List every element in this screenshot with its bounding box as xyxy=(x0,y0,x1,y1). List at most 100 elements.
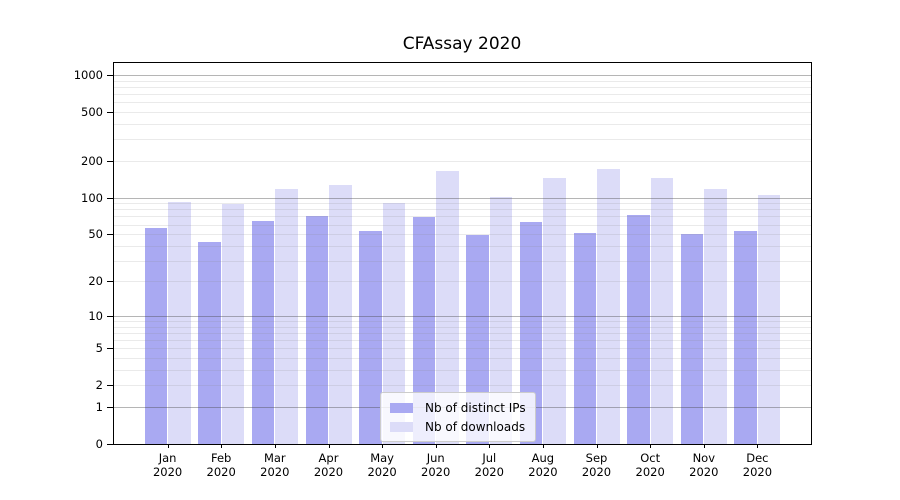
bar-nb-of-distinct-ips-mar xyxy=(251,221,275,444)
x-tick xyxy=(703,444,705,448)
x-tick-label: Feb 2020 xyxy=(206,451,236,479)
x-tick xyxy=(757,444,759,448)
gridline-minor xyxy=(114,203,811,205)
x-tick-label: Jun 2020 xyxy=(421,451,451,479)
gridline-minor xyxy=(114,358,811,360)
bar-nb-of-distinct-ips-feb xyxy=(198,241,221,444)
bar-nb-of-distinct-ips-nov xyxy=(680,234,704,444)
bar-nb-of-downloads-jan xyxy=(168,202,191,444)
legend-label-distinct-ips: Nb of distinct IPs xyxy=(425,400,526,415)
gridline-minor xyxy=(114,224,811,226)
y-tick xyxy=(107,407,113,408)
x-tick xyxy=(221,444,223,448)
gridline-minor xyxy=(114,281,811,283)
y-tick xyxy=(107,316,113,317)
x-tick xyxy=(650,444,652,448)
x-tick xyxy=(435,444,437,448)
bar-nb-of-distinct-ips-dec xyxy=(734,231,757,444)
y-tick-label: 5 xyxy=(95,341,103,356)
y-tick xyxy=(107,75,113,77)
x-tick-label: Oct 2020 xyxy=(635,451,665,479)
legend-item-distinct-ips: Nb of distinct IPs xyxy=(390,398,526,417)
x-tick xyxy=(542,444,544,448)
bar-nb-of-distinct-ips-oct xyxy=(627,214,650,444)
legend: Nb of distinct IPs Nb of downloads xyxy=(380,392,536,442)
gridline-major xyxy=(114,197,811,199)
y-tick-label: 200 xyxy=(81,153,103,168)
gridline-major xyxy=(114,316,811,317)
x-tick xyxy=(596,444,598,448)
x-tick-label: Jul 2020 xyxy=(474,451,504,479)
gridline-minor xyxy=(114,94,811,96)
x-tick xyxy=(489,444,491,448)
gridline-minor xyxy=(114,209,811,211)
y-tick-label: 1000 xyxy=(73,68,103,83)
y-tick-label: 20 xyxy=(88,274,103,289)
y-tick xyxy=(107,234,113,235)
y-tick xyxy=(107,160,113,162)
bar-nb-of-distinct-ips-apr xyxy=(305,216,328,444)
x-tick xyxy=(274,444,276,448)
bar-nb-of-downloads-may xyxy=(382,203,406,444)
gridline-minor xyxy=(114,160,811,162)
bar-nb-of-distinct-ips-jul xyxy=(466,235,489,444)
gridline-minor xyxy=(114,139,811,141)
y-tick-label: 2 xyxy=(95,378,103,393)
y-tick-label: 10 xyxy=(88,309,103,323)
gridline-minor xyxy=(114,102,811,104)
y-tick-label: 0 xyxy=(95,437,103,451)
x-tick-label: Jan 2020 xyxy=(152,451,183,479)
bar-nb-of-downloads-jun xyxy=(436,170,459,444)
gridline-minor xyxy=(114,385,811,387)
y-tick xyxy=(107,348,113,350)
x-tick-label: Mar 2020 xyxy=(260,451,290,479)
x-tick-label: Sep 2020 xyxy=(581,451,612,479)
gridline-minor xyxy=(114,370,811,371)
gridline-minor xyxy=(114,216,811,218)
bar-nb-of-downloads-sep xyxy=(597,168,620,444)
bar-nb-of-distinct-ips-may xyxy=(359,231,382,444)
x-tick-label: May 2020 xyxy=(367,451,397,479)
x-tick xyxy=(328,444,330,448)
plot-area: Nb of distinct IPs Nb of downloads Jan 20… xyxy=(74,62,812,479)
y-tick xyxy=(107,112,113,113)
bar-nb-of-downloads-oct xyxy=(650,177,674,444)
gridline-minor xyxy=(114,340,811,342)
y-tick xyxy=(107,444,113,445)
x-tick xyxy=(167,444,169,448)
y-tick-label: 500 xyxy=(81,105,103,119)
bar-nb-of-downloads-dec xyxy=(757,195,781,444)
legend-item-downloads: Nb of downloads xyxy=(390,417,526,436)
bar-nb-of-distinct-ips-sep xyxy=(573,233,596,444)
gridline-minor xyxy=(114,348,811,350)
bar-nb-of-distinct-ips-jun xyxy=(412,217,436,444)
bar-nb-of-downloads-nov xyxy=(704,188,727,444)
x-tick xyxy=(382,444,384,448)
bar-nb-of-distinct-ips-aug xyxy=(519,221,543,444)
x-tick-label: Aug 2020 xyxy=(528,451,558,479)
legend-swatch-downloads xyxy=(390,421,413,432)
bar-nb-of-downloads-feb xyxy=(221,204,245,444)
x-tick-label: Dec 2020 xyxy=(742,451,773,479)
y-tick xyxy=(107,281,113,283)
legend-swatch-distinct-ips xyxy=(390,402,413,413)
gridline-major xyxy=(114,75,811,77)
y-tick-label: 1 xyxy=(95,400,103,414)
x-tick-label: Nov 2020 xyxy=(689,451,719,479)
gridline-minor xyxy=(114,333,811,334)
gridline-minor xyxy=(114,234,811,235)
gridline-minor xyxy=(114,87,811,88)
x-tick-label: Apr 2020 xyxy=(313,451,344,479)
chart-title: CFAssay 2020 xyxy=(402,34,522,54)
gridline-minor xyxy=(114,260,811,262)
gridline-minor xyxy=(114,245,811,247)
gridline-minor xyxy=(114,321,811,322)
y-tick xyxy=(107,385,113,387)
gridline-minor xyxy=(114,112,811,113)
legend-label-downloads: Nb of downloads xyxy=(425,419,526,434)
bar-nb-of-downloads-mar xyxy=(275,189,298,444)
bar-nb-of-distinct-ips-jan xyxy=(144,228,168,444)
y-tick-label: 50 xyxy=(88,227,103,241)
y-tick xyxy=(107,197,113,199)
